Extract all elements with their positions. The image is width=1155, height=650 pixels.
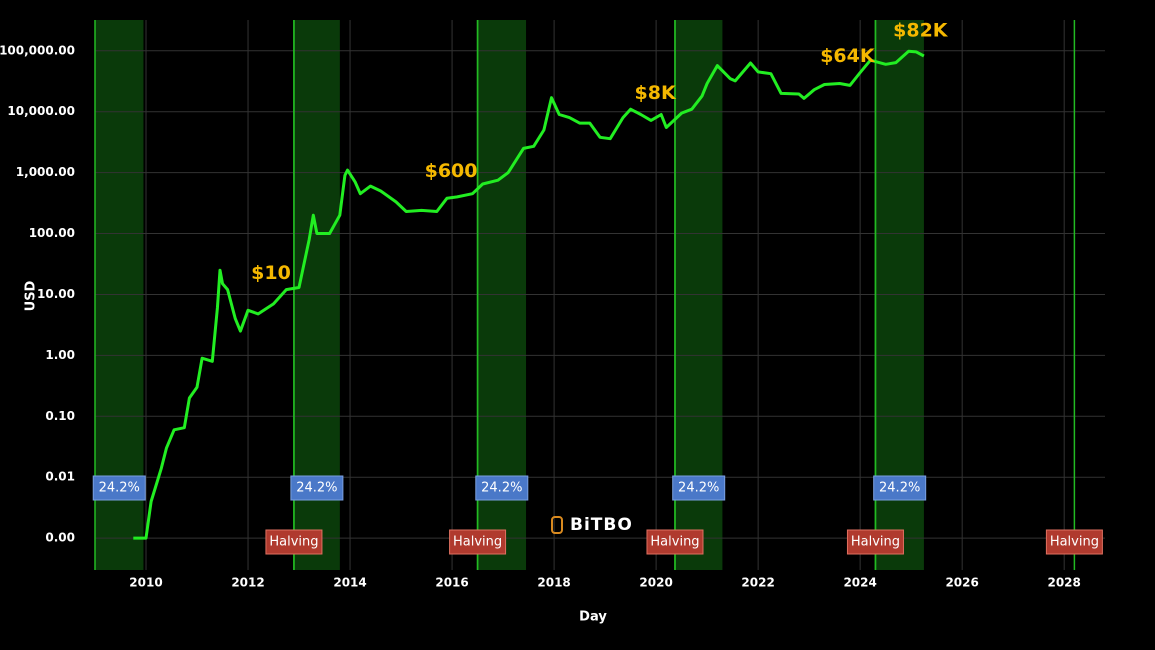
y-tick-label: 10.00 bbox=[37, 287, 75, 301]
halving-label-box bbox=[449, 529, 507, 555]
x-tick-label: 2028 bbox=[1047, 576, 1080, 590]
halving-label: Halving bbox=[453, 535, 502, 550]
band-label: 24.2% bbox=[296, 481, 337, 496]
band-label-box bbox=[92, 475, 146, 501]
x-tick-label: 2018 bbox=[537, 576, 570, 590]
y-tick-label: 0.00 bbox=[45, 531, 75, 545]
price-annotation: $8K bbox=[635, 82, 677, 104]
band-label: 24.2% bbox=[481, 481, 522, 496]
y-axis-label: USD bbox=[24, 280, 39, 311]
x-tick-label: 2012 bbox=[231, 576, 264, 590]
band-label-box bbox=[672, 475, 726, 501]
y-tick-label: 0.10 bbox=[45, 409, 75, 423]
halving-label-box bbox=[846, 529, 904, 555]
halving-label: Halving bbox=[1050, 535, 1099, 550]
x-tick-label: 2024 bbox=[843, 576, 876, 590]
x-tick-label: 2016 bbox=[435, 576, 468, 590]
y-tick-label: 0.01 bbox=[45, 470, 75, 484]
price-line bbox=[133, 49, 925, 540]
x-tick-label: 2010 bbox=[129, 576, 162, 590]
band-label-box bbox=[290, 475, 344, 501]
y-tick-label: 100,000.00 bbox=[0, 43, 75, 57]
halving-label-box bbox=[265, 529, 323, 555]
y-tick-label: 1,000.00 bbox=[16, 165, 75, 179]
price-annotation: $82K bbox=[893, 19, 949, 41]
halving-label: Halving bbox=[269, 535, 318, 550]
price-annotation: $10 bbox=[251, 262, 291, 284]
x-tick-label: 2014 bbox=[333, 576, 366, 590]
x-tick-label: 2026 bbox=[945, 576, 978, 590]
y-tick-label: 10,000.00 bbox=[7, 104, 75, 118]
band-label: 24.2% bbox=[678, 481, 719, 496]
price-annotation: $64K bbox=[820, 45, 876, 67]
band-label-box bbox=[475, 475, 529, 501]
y-tick-label: 100.00 bbox=[29, 226, 75, 240]
band-label-box bbox=[873, 475, 927, 501]
x-tick-label: 2022 bbox=[741, 576, 774, 590]
band-label: 24.2% bbox=[99, 481, 140, 496]
halving-label: Halving bbox=[851, 535, 900, 550]
halving-label: Halving bbox=[650, 535, 699, 550]
band-label: 24.2% bbox=[879, 481, 920, 496]
x-tick-label: 2020 bbox=[639, 576, 672, 590]
price-annotation: $600 bbox=[425, 160, 478, 182]
halving-label-box bbox=[1045, 529, 1103, 555]
watermark-icon bbox=[551, 516, 563, 534]
halving-label-box bbox=[646, 529, 704, 555]
x-axis-label: Day bbox=[579, 610, 607, 625]
watermark: BiTBO bbox=[570, 515, 633, 535]
y-tick-label: 1.00 bbox=[45, 348, 75, 362]
